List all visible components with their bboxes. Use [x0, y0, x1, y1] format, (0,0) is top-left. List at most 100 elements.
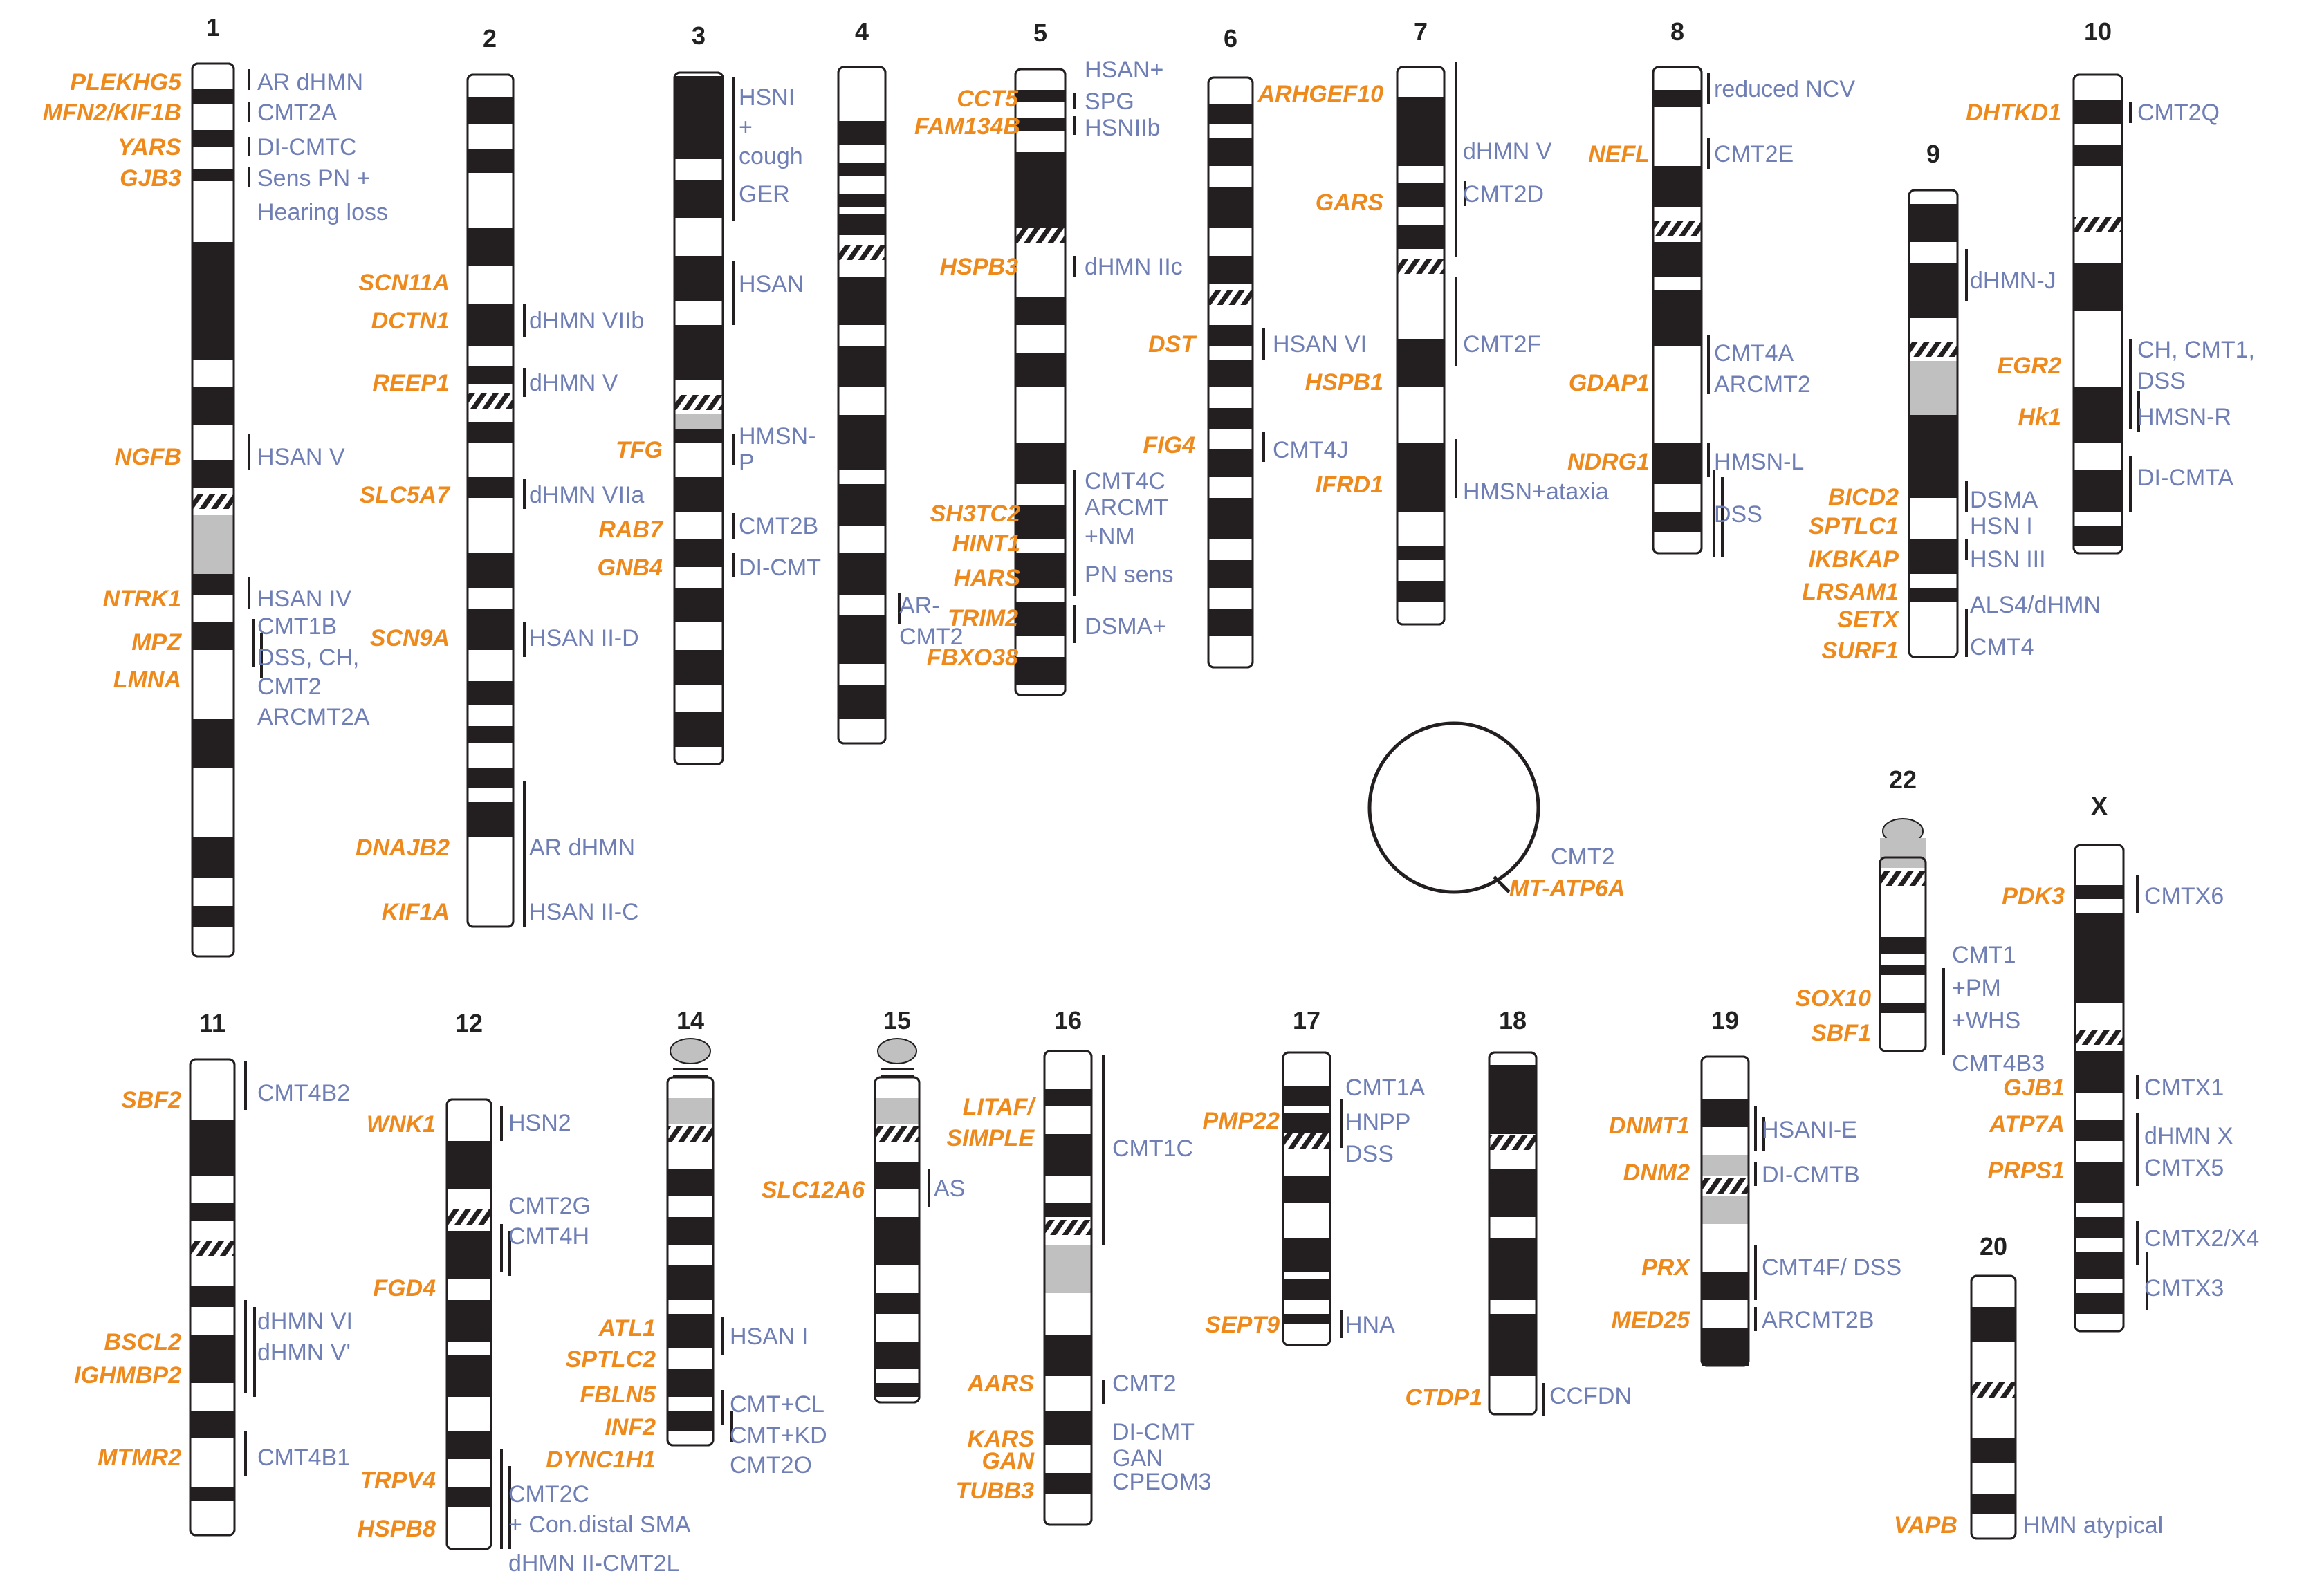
band — [674, 76, 723, 159]
chromosome-16 — [1043, 1050, 1093, 1526]
disease-label: HMSN-R — [2137, 404, 2231, 430]
disease-label: CMT2B — [739, 513, 818, 539]
band — [190, 1203, 234, 1221]
gene-label: TUBB3 — [956, 1478, 1034, 1504]
centromere — [447, 1209, 491, 1225]
chromosome-outline — [445, 1098, 492, 1550]
band — [1971, 1494, 2016, 1514]
chromosome-7 — [1396, 66, 1446, 626]
chromosome-outline — [1908, 189, 1959, 658]
chromosome-number: X — [2091, 792, 2108, 820]
centromere — [1880, 871, 1926, 886]
band — [2075, 913, 2123, 1003]
gene-label: PLEKHG5 — [70, 69, 182, 95]
gene-label: DYNC1H1 — [546, 1447, 656, 1473]
band — [1015, 443, 1065, 484]
chromosome-outline — [466, 73, 515, 928]
band — [1653, 443, 1702, 484]
disease-label: CH, CMT1, — [2137, 337, 2255, 363]
disease-label: CMT1A — [1345, 1075, 1426, 1101]
disease-label: AR dHMN — [529, 835, 635, 861]
gene-label: SEPT9 — [1205, 1312, 1280, 1338]
gene-label: IKBKAP — [1809, 546, 1899, 573]
band — [838, 615, 885, 664]
disease-label: CMT2 — [257, 674, 322, 700]
disease-label: + — [739, 114, 753, 140]
disease-label: HMSN-L — [1714, 449, 1804, 475]
disease-label: dHMN VI — [257, 1308, 353, 1335]
chromosome-22 — [1879, 818, 1927, 1052]
chromosome-number: 12 — [455, 1009, 483, 1037]
chromosome-number: 4 — [855, 17, 869, 46]
chromosome-outline — [1652, 66, 1703, 555]
gene-label: GNB4 — [598, 555, 663, 581]
band — [875, 1217, 919, 1265]
band — [1208, 498, 1253, 539]
gene-label: REEP1 — [373, 370, 450, 396]
band — [468, 477, 513, 498]
heterochromatin — [667, 1098, 713, 1124]
gene-label: IGHMBP2 — [74, 1362, 181, 1389]
gene-label: SURF1 — [1822, 638, 1899, 664]
gene-label: NGFB — [115, 444, 181, 470]
chromosome-outline — [1043, 1050, 1093, 1526]
gene-label: GJB1 — [2003, 1075, 2065, 1101]
band — [2075, 1293, 2123, 1314]
chromosome-outline — [1282, 1051, 1331, 1346]
band — [192, 89, 234, 104]
band — [838, 484, 885, 526]
band — [1208, 104, 1253, 124]
disease-label: CMT4A — [1714, 340, 1794, 366]
chromosome-20 — [1970, 1274, 2017, 1540]
band — [192, 169, 234, 181]
band — [1208, 609, 1253, 636]
gene-label: NDRG1 — [1567, 449, 1650, 475]
chromosome-number: 11 — [199, 1009, 225, 1037]
disease-label: dHMN X — [2144, 1123, 2233, 1149]
disease-label: CMT1B — [257, 613, 337, 640]
band — [1489, 1238, 1536, 1300]
gene-label: ATL1 — [598, 1315, 656, 1342]
chromosome-outline — [2072, 73, 2123, 555]
disease-label: HMSN- — [739, 423, 815, 449]
band — [674, 256, 723, 301]
disease-label: Sens PN + — [257, 165, 370, 192]
chromosome-outline — [1879, 856, 1927, 1052]
chromosome-3 — [673, 71, 724, 765]
disease-label: dHMN VIIb — [529, 308, 644, 334]
band — [1283, 1314, 1330, 1324]
band — [2075, 1252, 2123, 1279]
band — [2075, 1051, 2123, 1093]
gene-label: NEFL — [1588, 141, 1650, 167]
band — [1909, 263, 1957, 318]
disease-label: DI-CMT — [739, 555, 821, 581]
chromosome-outline — [874, 1076, 921, 1404]
gene-label: TFG — [616, 437, 663, 463]
disease-label: CMT4H — [508, 1223, 589, 1250]
disease-label: +NM — [1085, 523, 1135, 550]
gene-label: TRPV4 — [360, 1467, 436, 1494]
chromosome-6 — [1207, 76, 1254, 669]
disease-label: reduced NCV — [1714, 76, 1855, 102]
gene-label: FBXO38 — [927, 644, 1018, 671]
band — [1909, 204, 1957, 242]
centromere — [1653, 221, 1702, 236]
disease-label: CMT2E — [1714, 141, 1794, 167]
disease-label: AS — [934, 1176, 965, 1202]
band — [838, 346, 885, 387]
disease-label: CMT2F — [1463, 331, 1541, 358]
band — [1909, 588, 1957, 602]
band — [674, 588, 723, 622]
gene-label: PDK3 — [2002, 883, 2065, 909]
band — [468, 802, 513, 837]
band — [1015, 602, 1065, 636]
band — [1015, 353, 1065, 387]
centromere — [2075, 1030, 2123, 1045]
chromosome-18 — [1488, 1051, 1538, 1416]
centromere — [1971, 1382, 2016, 1398]
disease-label: CMT2D — [1463, 181, 1544, 207]
disease-label: CMT4B3 — [1952, 1050, 2045, 1077]
band — [192, 130, 234, 147]
chromosome-number: 1 — [206, 13, 220, 41]
band — [1208, 138, 1253, 166]
